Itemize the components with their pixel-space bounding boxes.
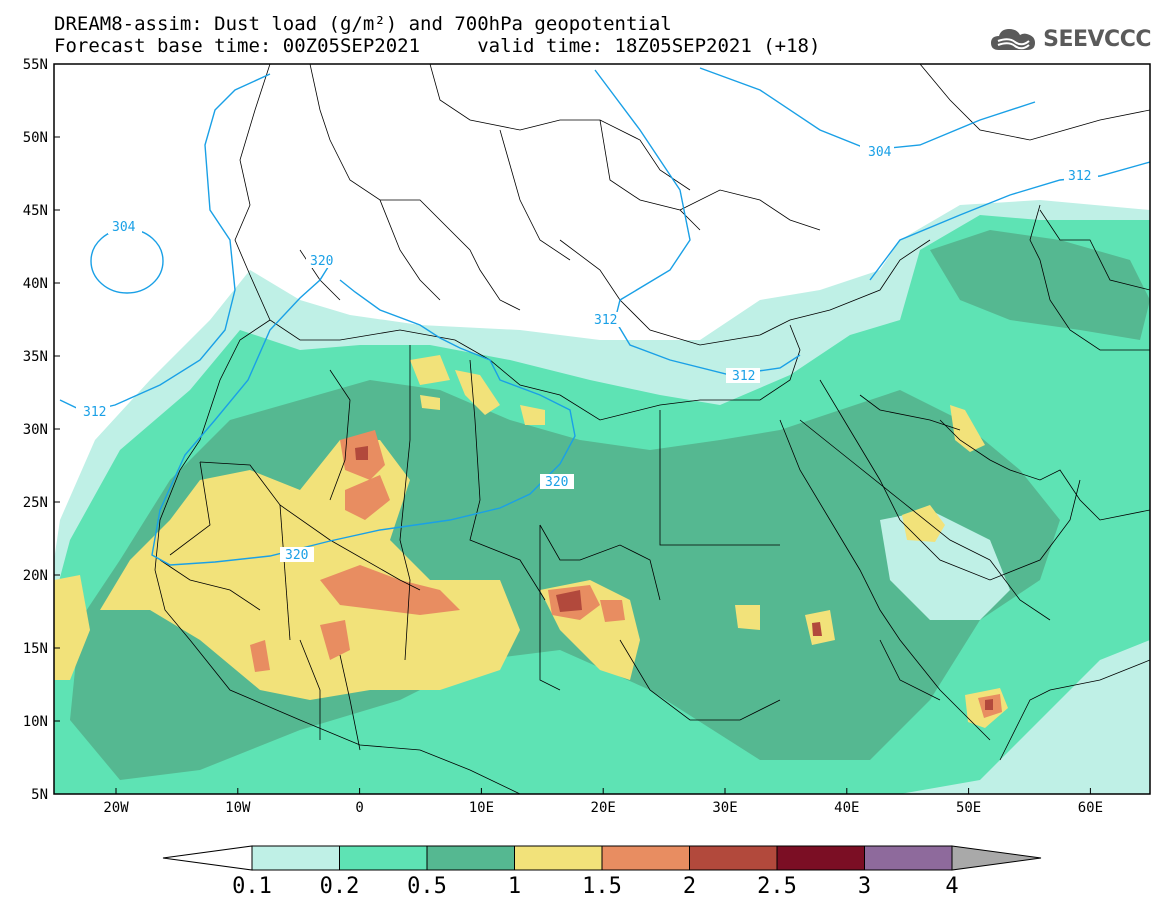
cloud-icon — [991, 29, 1036, 50]
lat-tick-label: 50N — [23, 130, 48, 146]
colorbar-tick-label: 0.5 — [407, 874, 447, 899]
contour-label: 312 — [83, 405, 106, 420]
colorbar-max-arrow — [951, 845, 1042, 871]
lat-tick-label: 25N — [23, 495, 48, 511]
colorbar-swatch — [339, 845, 428, 871]
contour-label: 320 — [310, 254, 333, 269]
lat-tick-label: 55N — [23, 57, 48, 73]
contour-label: 312 — [732, 369, 755, 384]
lat-tick-label: 35N — [23, 349, 48, 365]
logo-text: SEEVCCC — [1043, 26, 1151, 52]
seevccc-logo: SEEVCCC — [989, 26, 1151, 52]
colorbar-swatch — [514, 845, 603, 871]
forecast-time-subtitle: Forecast base time: 00Z05SEP2021 valid t… — [54, 35, 821, 57]
longitude-axis: 20W 10W 0 10E 20E 30E 40E 50E 60E — [103, 788, 1103, 816]
lon-tick-label: 20E — [591, 800, 616, 816]
contour-label: 304 — [112, 220, 136, 235]
contour-label: 320 — [285, 548, 308, 563]
lon-tick-label: 10E — [469, 800, 494, 816]
contour-label: 312 — [594, 313, 617, 328]
colorbar-tick-label: 2.5 — [757, 874, 797, 899]
lon-tick-label: 30E — [712, 800, 737, 816]
lat-tick-label: 5N — [31, 787, 48, 803]
coastlines-and-borders — [154, 64, 1150, 794]
contour-label: 320 — [545, 475, 568, 490]
lat-tick-label: 20N — [23, 568, 48, 584]
colorbar-min-arrow — [162, 845, 253, 871]
colorbar-tick-label: 1.5 — [582, 874, 622, 899]
colorbar-swatch — [776, 845, 865, 871]
contour-label: 304 — [868, 145, 892, 160]
lat-tick-label: 15N — [23, 641, 48, 657]
dust-field — [54, 64, 1150, 794]
contour-labels: 304 304 312 312 312 320 320 320 312 — [76, 144, 1098, 563]
colorbar-swatch — [251, 845, 340, 871]
colorbar: 0.1 0.2 0.5 1 1.5 2 2.5 3 4 — [162, 845, 1042, 899]
colorbar-swatch — [689, 845, 778, 871]
lon-tick-label: 40E — [834, 800, 859, 816]
map-title: DREAM8-assim: Dust load (g/m²) and 700hP… — [54, 13, 672, 35]
lat-tick-label: 10N — [23, 714, 48, 730]
lat-tick-label: 30N — [23, 422, 48, 438]
colorbar-tick-label: 0.1 — [232, 874, 272, 899]
colorbar-tick-label: 1 — [508, 874, 521, 899]
lat-tick-label: 45N — [23, 203, 48, 219]
contour-label: 312 — [1068, 169, 1091, 184]
colorbar-swatch — [864, 845, 953, 871]
colorbar-tick-label: 2 — [683, 874, 696, 899]
lon-tick-label: 60E — [1078, 800, 1103, 816]
lon-tick-label: 0 — [355, 800, 363, 816]
lon-tick-label: 20W — [103, 800, 129, 816]
colorbar-tick-label: 4 — [945, 874, 958, 899]
colorbar-tick-label: 0.2 — [320, 874, 360, 899]
colorbar-swatch — [426, 845, 515, 871]
latitude-axis: 55N 50N 45N 40N 35N 30N 25N 20N 15N 10N 5N — [23, 57, 60, 803]
lon-tick-label: 50E — [956, 800, 981, 816]
geopotential-contours — [59, 67, 1150, 566]
lat-tick-label: 40N — [23, 276, 48, 292]
colorbar-tick-label: 3 — [858, 874, 871, 899]
lon-tick-label: 10W — [225, 800, 251, 816]
colorbar-swatch — [601, 845, 690, 871]
